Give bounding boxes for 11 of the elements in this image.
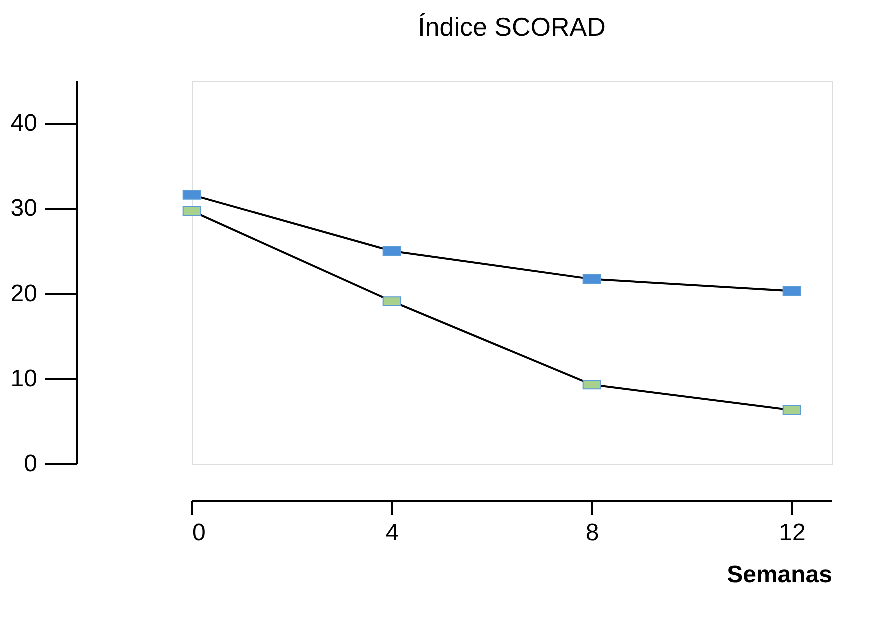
y-tick-label: 40 (10, 110, 38, 138)
chart-title: Índice SCORAD (418, 12, 606, 42)
x-tick-label: 12 (779, 520, 806, 546)
y-tick-label: 10 (10, 365, 38, 392)
x-tick-label: 8 (586, 520, 600, 546)
x-tick-label: 0 (192, 520, 206, 546)
y-tick-label: 0 (24, 450, 38, 478)
y-tick-label: 20 (10, 280, 38, 308)
y-tick-label: 30 (10, 195, 38, 222)
x-axis-title: Semanas (727, 562, 832, 588)
x-tick-label: 4 (386, 520, 400, 546)
